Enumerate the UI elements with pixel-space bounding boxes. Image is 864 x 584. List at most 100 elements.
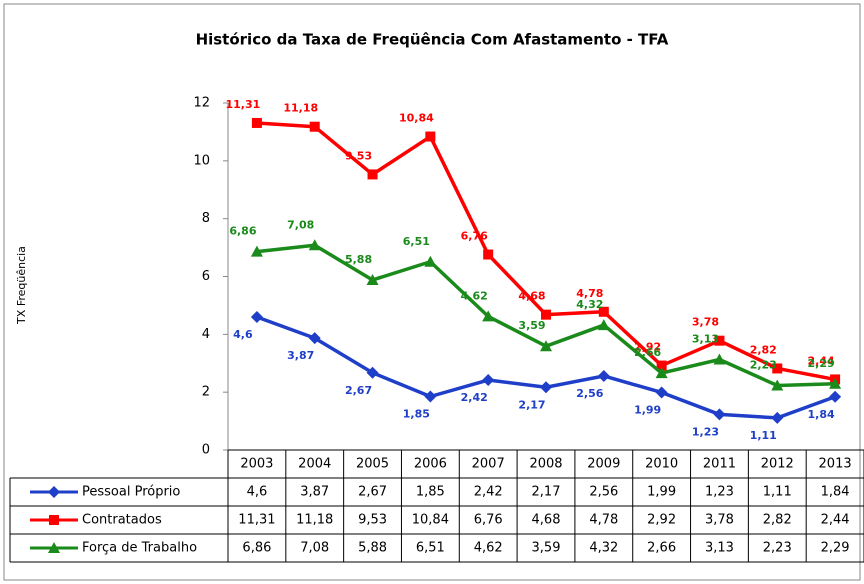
marker [425, 131, 436, 142]
table-cell: 2,44 [821, 513, 850, 528]
marker [366, 273, 379, 285]
table-cell: 3,59 [532, 541, 561, 556]
table-cell: 1,84 [821, 485, 850, 500]
x-tick-label: 2004 [298, 457, 331, 472]
marker [597, 319, 610, 331]
table-cell: 4,78 [589, 513, 618, 528]
data-label: 1,99 [634, 403, 661, 416]
chart-frame [3, 3, 861, 581]
marker [771, 411, 784, 424]
data-label: 2,56 [576, 387, 603, 400]
data-label: 6,51 [403, 235, 430, 248]
table-cell: 1,11 [763, 485, 792, 500]
data-label: 2,92 [634, 341, 661, 354]
table-cell: 7,08 [300, 541, 329, 556]
data-label: 1,85 [403, 408, 430, 421]
x-tick-label: 2012 [761, 457, 794, 472]
data-label: 7,08 [287, 218, 314, 231]
legend-label: Força de Trabalho [82, 541, 197, 556]
table-cell: 2,67 [358, 485, 387, 500]
data-label: 1,84 [808, 408, 835, 421]
marker [367, 169, 378, 180]
data-label: 2,29 [808, 357, 835, 370]
table-cell: 6,51 [416, 541, 445, 556]
x-tick-label: 2006 [414, 457, 447, 472]
table-cell: 10,84 [412, 513, 449, 528]
table-cell: 3,87 [300, 485, 329, 500]
marker [656, 360, 667, 371]
data-label: 11,31 [226, 98, 261, 111]
y-tick-label: 2 [202, 385, 210, 400]
table-cell: 2,29 [821, 541, 850, 556]
marker [541, 309, 551, 320]
table-cell: 1,85 [416, 485, 445, 500]
table-cell: 6,76 [474, 513, 503, 528]
x-tick-label: 2010 [645, 457, 678, 472]
table-cell: 2,92 [647, 513, 676, 528]
marker [655, 367, 668, 379]
legend-label: Pessoal Próprio [82, 485, 180, 500]
table-cell: 2,82 [763, 513, 792, 528]
x-tick-label: 2003 [240, 457, 273, 472]
y-tick-label: 12 [193, 96, 210, 111]
y-axis-label: TX Freqüência [15, 246, 28, 325]
marker [713, 408, 726, 421]
data-label: 11,18 [283, 102, 318, 115]
marker [424, 390, 437, 403]
marker [540, 381, 552, 394]
table-cell: 2,23 [763, 541, 792, 556]
marker [829, 377, 842, 389]
y-tick-label: 0 [202, 443, 210, 458]
data-label: 3,87 [287, 349, 314, 362]
data-label: 2,82 [750, 343, 777, 356]
table-cell: 4,68 [532, 513, 561, 528]
x-tick-label: 2009 [587, 457, 620, 472]
legend-marker [48, 542, 60, 553]
legend-marker [48, 486, 60, 498]
data-label: 2,66 [634, 346, 661, 359]
table-cell: 11,18 [296, 513, 333, 528]
table-cell: 1,23 [705, 485, 734, 500]
marker [309, 121, 320, 132]
marker [771, 379, 784, 391]
marker [424, 255, 437, 267]
table-cell: 9,53 [358, 513, 387, 528]
data-label: 5,88 [345, 253, 372, 266]
marker [483, 249, 494, 260]
table-cell: 4,32 [589, 541, 618, 556]
table-cell: 11,31 [238, 513, 275, 528]
x-tick-label: 2007 [472, 457, 505, 472]
y-tick-label: 6 [202, 269, 210, 284]
data-label: 4,78 [576, 287, 603, 300]
y-tick-label: 4 [202, 327, 210, 342]
table-cell: 6,86 [242, 541, 271, 556]
table-cell: 4,62 [474, 541, 503, 556]
table-cell: 3,13 [705, 541, 734, 556]
legend-marker [49, 515, 59, 525]
data-label: 3,13 [692, 332, 719, 345]
table-cell: 4,6 [247, 485, 268, 500]
marker [250, 310, 263, 323]
table-cell: 2,66 [647, 541, 676, 556]
legend-label: Contratados [82, 513, 162, 528]
x-tick-label: 2008 [529, 457, 562, 472]
x-tick-label: 2005 [356, 457, 389, 472]
data-label: 4,62 [461, 289, 488, 302]
data-label: 2,67 [345, 384, 372, 397]
data-label: 9,53 [345, 149, 372, 162]
data-label: 6,76 [461, 230, 488, 243]
x-tick-label: 2013 [819, 457, 852, 472]
data-label: 2,17 [518, 398, 545, 411]
marker [714, 335, 725, 346]
table-cell: 2,42 [474, 485, 503, 500]
marker [597, 369, 610, 382]
data-label: 10,84 [399, 112, 434, 125]
x-tick-label: 2011 [703, 457, 736, 472]
marker [540, 340, 552, 352]
marker [482, 310, 495, 322]
marker [308, 239, 321, 251]
marker [655, 386, 668, 399]
marker [829, 390, 842, 403]
data-label: 6,86 [229, 225, 256, 238]
